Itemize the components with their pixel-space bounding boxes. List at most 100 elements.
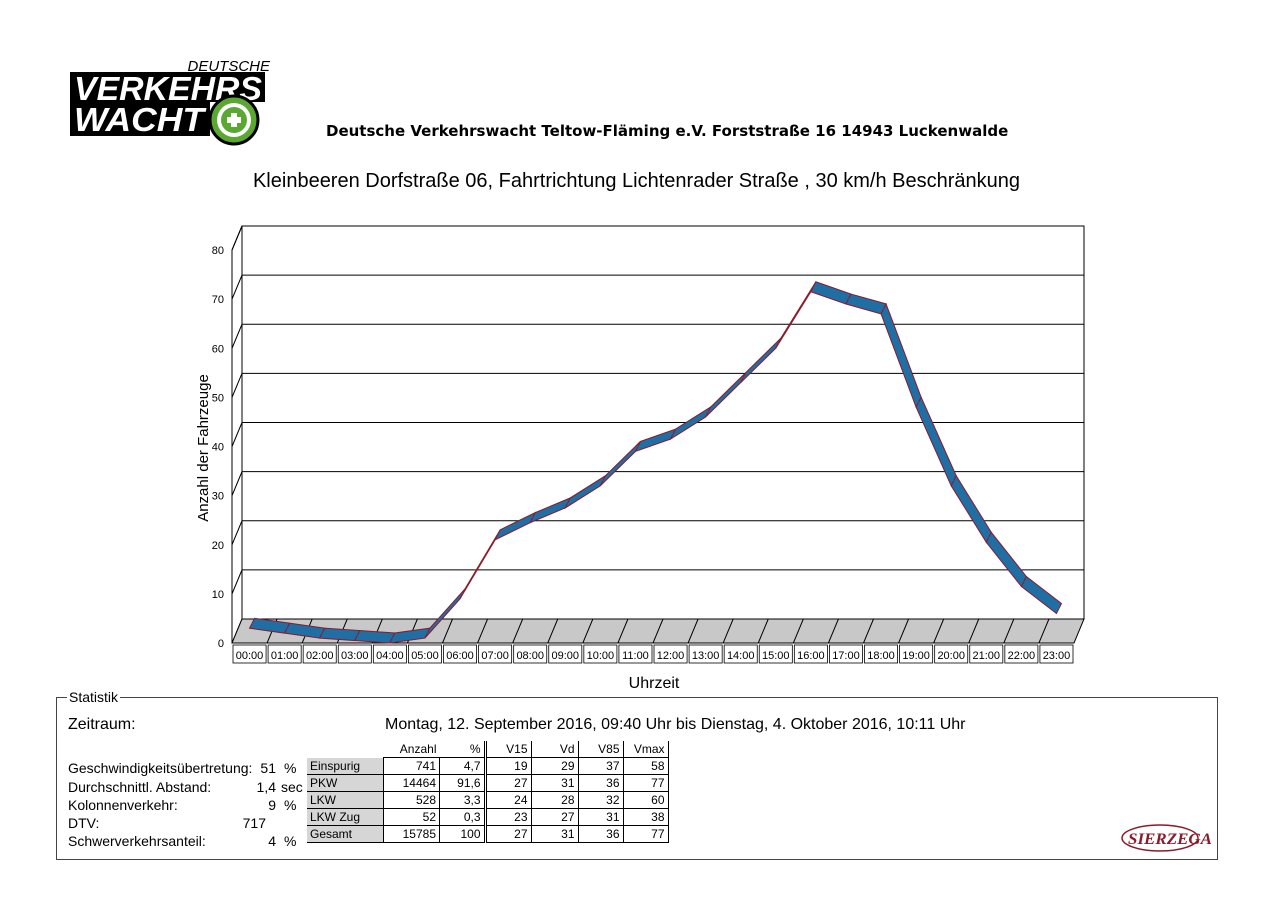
table-row: Einspurig 741 4,7 19 29 37 58 <box>307 757 669 775</box>
cell: 38 <box>623 808 669 826</box>
floor-divider <box>617 618 629 644</box>
stat-unit-schwer: % <box>284 833 297 849</box>
x-tick-label: 09:00 <box>552 650 580 662</box>
x-tick-label: 20:00 <box>937 650 965 662</box>
svg-text:WACHT: WACHT <box>74 101 207 138</box>
x-tick-label: 08:00 <box>516 650 544 662</box>
y-tick-label: 20 <box>212 540 224 552</box>
stat-label-dtv: DTV: <box>68 815 100 831</box>
cell: 19 <box>485 757 532 775</box>
cell: 31 <box>531 774 579 792</box>
x-tick-label: 00:00 <box>236 650 264 662</box>
floor-divider <box>898 618 910 644</box>
x-tick-label: 19:00 <box>902 650 930 662</box>
x-tick-label: 11:00 <box>622 650 649 662</box>
x-tick-label: 14:00 <box>727 650 755 662</box>
sierzega-logo: SIERZEGA <box>1121 824 1212 852</box>
y-tick-label: 10 <box>212 589 224 601</box>
x-tick-label: 05:00 <box>411 650 439 662</box>
cell: 77 <box>623 825 669 843</box>
cell: 77 <box>623 774 669 792</box>
x-tick-label: 12:00 <box>657 650 685 662</box>
stat-label-kolonne: Kolonnenverkehr: <box>68 797 178 813</box>
cell: 14464 <box>383 774 440 792</box>
chart-title: Kleinbeeren Dorfstraße 06, Fahrtrichtung… <box>252 170 1021 192</box>
cell: 4,7 <box>439 757 487 775</box>
data-point <box>812 286 814 288</box>
deutsche-verkehrswacht-logo: DEUTSCHE VERKEHRS WACHT <box>70 58 271 146</box>
gridline-side <box>231 373 243 398</box>
stat-value-schwer: 4 <box>268 833 276 849</box>
row-label: Gesamt <box>307 825 384 843</box>
stat-unit-speeding: % <box>284 760 297 776</box>
y-axis-label: Anzahl der Fahrzeuge <box>195 374 212 522</box>
stat-label-distance: Durchschnittl. Abstand: <box>68 779 212 795</box>
x-tick-box <box>583 644 618 664</box>
data-point <box>567 502 569 504</box>
cell: 741 <box>383 757 440 775</box>
x-tick-label: 07:00 <box>481 650 509 662</box>
floor-divider <box>652 618 664 644</box>
col-header-vd: Vd <box>531 741 579 758</box>
stat-value-dtv: 717 <box>242 815 266 831</box>
chart-series <box>248 281 1063 644</box>
x-tick-label: 02:00 <box>306 650 334 662</box>
x-tick-box <box>1039 644 1074 664</box>
line-segment <box>318 627 361 642</box>
x-tick-label: 03:00 <box>341 650 369 662</box>
traffic-chart: 0 10 20 30 40 50 60 70 80 00:00 01:00 02:00 03:00 04:… <box>195 225 1085 692</box>
y-tick-label: 0 <box>218 638 224 650</box>
floor-divider <box>1003 618 1015 644</box>
data-point <box>1058 608 1060 610</box>
statistik-table: Anzahl % V15 Vd V85 Vmax Einspurig 741 4… <box>307 741 669 843</box>
x-tick-label: 22:00 <box>1008 650 1036 662</box>
cell: 36 <box>578 774 624 792</box>
floor-divider <box>968 618 980 644</box>
zeitraum-value: Montag, 12. September 2016, 09:40 Uhr bi… <box>385 716 966 733</box>
x-tick-box <box>337 644 372 664</box>
x-tick-box <box>232 644 267 664</box>
data-point <box>532 517 534 519</box>
floor-divider <box>547 618 559 644</box>
x-tick-box <box>548 644 583 664</box>
cell: 28 <box>531 791 579 809</box>
chart-grid <box>231 225 1085 644</box>
floor-divider <box>933 618 945 644</box>
floor-divider <box>687 618 699 644</box>
cell: 0,3 <box>439 808 487 826</box>
x-tick-box <box>302 644 337 664</box>
data-point <box>742 377 744 379</box>
stat-value-speeding: 51 <box>260 760 276 776</box>
row-label: LKW <box>307 791 384 809</box>
data-point <box>918 401 920 403</box>
data-point <box>953 480 955 482</box>
x-tick-box <box>267 644 302 664</box>
floor-divider <box>477 618 489 644</box>
x-tick-label: 18:00 <box>867 650 895 662</box>
cell: 31 <box>531 825 579 843</box>
data-point <box>672 433 674 435</box>
data-point <box>883 308 885 310</box>
gridline-side <box>231 471 243 496</box>
x-tick-box <box>513 644 548 664</box>
stat-label-speeding: Geschwindigkeitsübertretung: <box>68 760 253 776</box>
col-header-vmax: Vmax <box>623 741 669 758</box>
col-header-percent: % <box>439 741 487 758</box>
floor-divider <box>757 618 769 644</box>
floor-divider <box>1038 618 1050 644</box>
y-tick-label: 50 <box>212 392 224 404</box>
y-tick-label: 30 <box>212 491 224 503</box>
y-tick-label: 40 <box>212 442 224 454</box>
x-tick-label: 21:00 <box>973 650 1001 662</box>
data-point <box>356 635 358 637</box>
col-header-anzahl: Anzahl <box>383 741 440 758</box>
cell: 23 <box>485 808 532 826</box>
col-header-v85: V85 <box>578 741 624 758</box>
stat-label-schwer: Schwerverkehrsanteil: <box>68 833 206 849</box>
data-point <box>988 536 990 538</box>
y-tick-label: 80 <box>212 245 224 257</box>
data-point <box>462 593 464 595</box>
line-segment <box>354 630 396 644</box>
cell: 29 <box>531 757 579 775</box>
table-row: Gesamt 15785 100 27 31 36 77 <box>307 825 669 843</box>
